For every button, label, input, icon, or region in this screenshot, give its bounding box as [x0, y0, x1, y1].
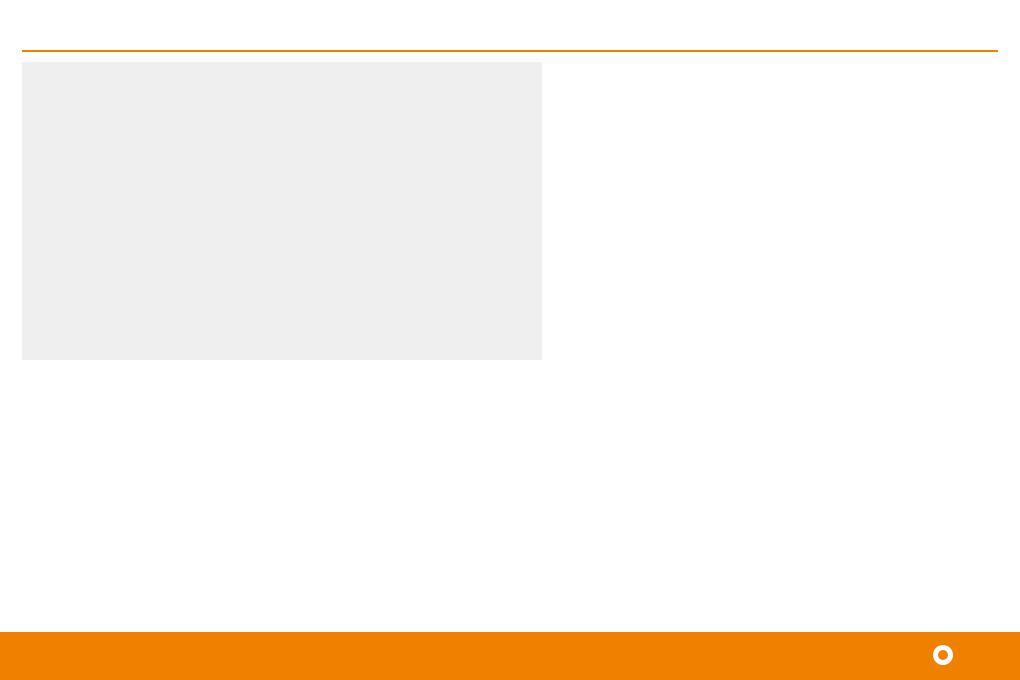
footer-bar	[0, 632, 1020, 680]
title-divider	[22, 50, 998, 52]
page-header	[0, 0, 1020, 55]
company-logo	[933, 645, 960, 665]
summary-text-panel	[22, 62, 542, 360]
logo-mark-icon	[933, 645, 953, 665]
